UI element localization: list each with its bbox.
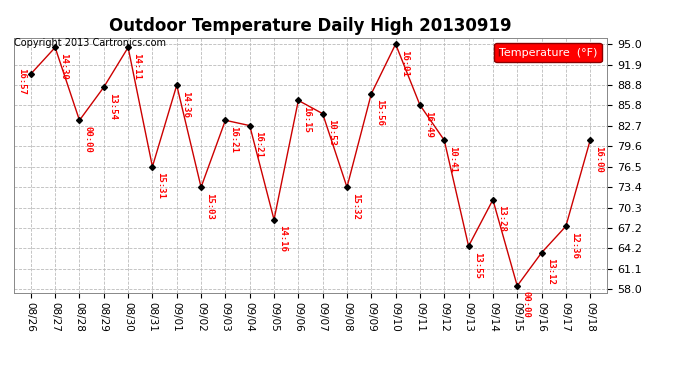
Text: 16:00: 16:00 (594, 146, 603, 172)
Text: 13:54: 13:54 (108, 93, 117, 120)
Text: 00:00: 00:00 (83, 126, 92, 153)
Text: 15:03: 15:03 (205, 193, 214, 220)
Text: 14:36: 14:36 (181, 91, 190, 118)
Text: Copyright 2013 Cartronics.com: Copyright 2013 Cartronics.com (14, 38, 166, 48)
Text: 16:49: 16:49 (424, 111, 433, 138)
Text: 13:28: 13:28 (497, 206, 506, 232)
Title: Outdoor Temperature Daily High 20130919: Outdoor Temperature Daily High 20130919 (109, 16, 512, 34)
Text: 15:31: 15:31 (157, 172, 166, 199)
Text: 16:15: 16:15 (302, 106, 311, 133)
Text: 12:36: 12:36 (570, 232, 579, 259)
Text: 15:56: 15:56 (375, 99, 384, 126)
Text: 10:41: 10:41 (448, 146, 457, 172)
Legend: Temperature  (°F): Temperature (°F) (494, 43, 602, 62)
Text: 16:21: 16:21 (230, 126, 239, 153)
Text: 15:32: 15:32 (351, 193, 360, 220)
Text: 14:30: 14:30 (59, 53, 68, 80)
Text: 16:57: 16:57 (17, 68, 26, 95)
Text: 14:11: 14:11 (132, 53, 141, 80)
Text: 16:21: 16:21 (254, 131, 263, 158)
Text: 13:55: 13:55 (473, 252, 482, 279)
Text: 10:53: 10:53 (327, 119, 336, 146)
Text: 00:00: 00:00 (522, 291, 531, 318)
Text: 14:16: 14:16 (278, 225, 287, 252)
Text: 16:01: 16:01 (400, 50, 408, 76)
Text: 13:12: 13:12 (546, 258, 555, 285)
